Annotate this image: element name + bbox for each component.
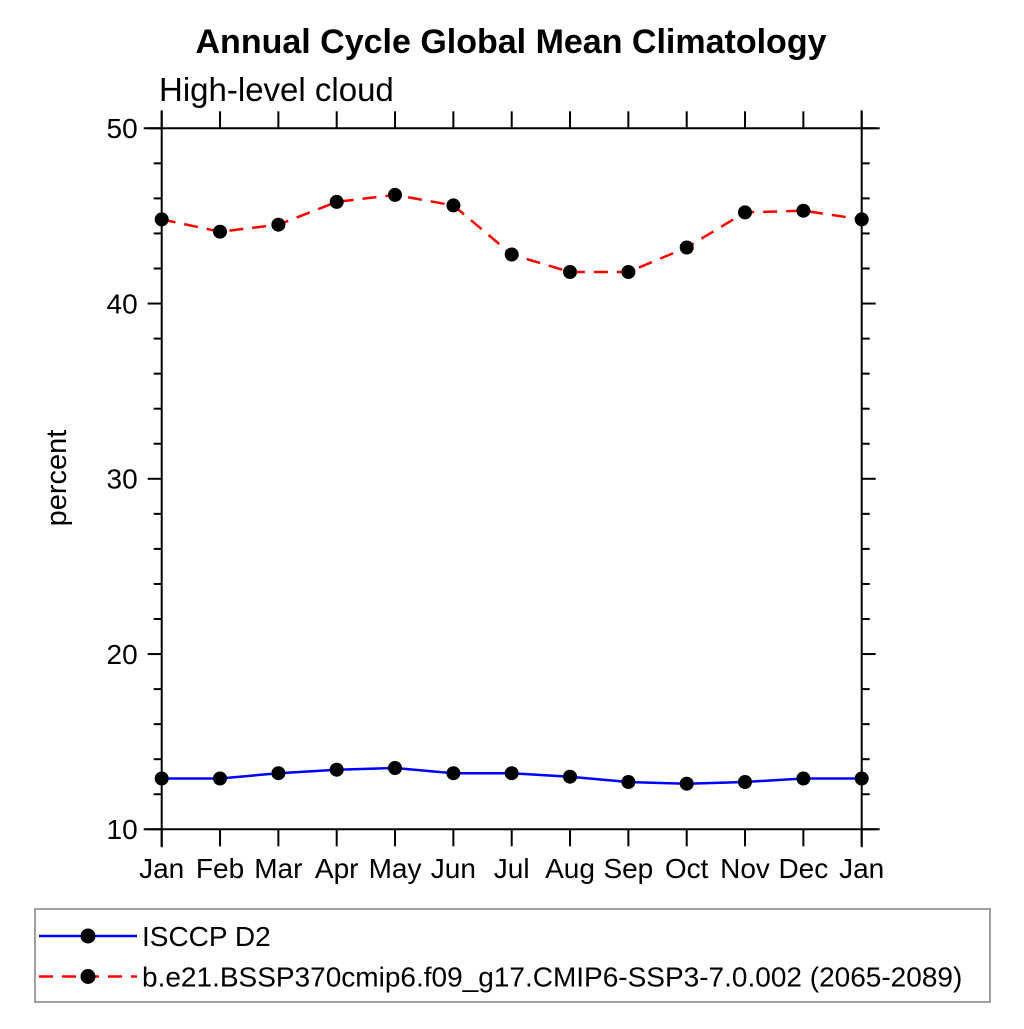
y-axis-label: percent [41, 430, 73, 527]
series-1-marker [388, 187, 402, 202]
series-1-marker [621, 265, 636, 279]
series-0-marker [621, 775, 636, 789]
x-tick-label: Dec [778, 853, 828, 884]
y-tick-label: 20 [107, 639, 138, 670]
series-0-marker [388, 761, 402, 775]
x-tick-label: Feb [196, 853, 244, 884]
y-tick-label: 50 [107, 113, 138, 144]
series-0-marker [563, 769, 577, 784]
x-tick-label: Mar [254, 853, 302, 884]
x-tick-label: Jun [431, 853, 476, 884]
series-1-marker [796, 203, 811, 218]
series-0-marker [738, 775, 752, 789]
series-0-marker [213, 771, 227, 786]
x-tick-label: Apr [315, 853, 359, 884]
chart-title: Annual Cycle Global Mean Climatology [196, 23, 827, 61]
legend-label-1: b.e21.BSSP370cmip6.f09_g17.CMIP6-SSP3-7.… [142, 961, 962, 992]
chart-subtitle: High-level cloud [159, 71, 394, 108]
series-0-marker [796, 771, 811, 786]
series-1-marker [854, 212, 869, 227]
legend-box [34, 908, 991, 1003]
legend: ISCCP D2 b.e21.BSSP370cmip6.f09_g17.CMIP6… [34, 908, 991, 1003]
series-0-marker [446, 766, 461, 781]
series-1-marker [738, 205, 752, 220]
plot-series [154, 187, 869, 791]
series-1-marker [271, 217, 286, 232]
x-tick-label: Sep [603, 853, 653, 884]
legend-label-0: ISCCP D2 [142, 921, 271, 952]
series-1-marker [504, 247, 519, 262]
x-tick-label: Jan [139, 853, 184, 884]
series-0-marker [329, 762, 344, 777]
y-tick-label: 30 [107, 464, 138, 495]
x-tick-label: May [369, 853, 422, 884]
series-0-marker [154, 771, 169, 786]
x-tick-label: Aug [545, 853, 595, 884]
x-tick-label: Jan [839, 853, 884, 884]
series-1-marker [446, 198, 461, 213]
legend-sample-marker-1 [80, 969, 96, 984]
y-tick-label: 40 [107, 288, 138, 319]
plot-axes: 10 20 30 40 50 Jan Feb Mar Apr May Jun Jul Aug Sep Oct… [107, 110, 884, 884]
x-tick-label: Nov [720, 853, 770, 884]
series-1-marker [563, 265, 577, 279]
series-0-marker [271, 766, 286, 781]
series-1-marker [213, 224, 227, 239]
x-tick-label: Jul [494, 853, 530, 884]
x-tick-label: Oct [665, 853, 709, 884]
y-tick-label: 10 [107, 814, 138, 845]
series-0-marker [679, 776, 694, 791]
series-0-marker [854, 771, 869, 786]
legend-sample-marker-0 [80, 928, 96, 944]
series-1-marker [679, 240, 694, 255]
series-0-marker [504, 766, 519, 781]
series-1-marker [154, 212, 169, 227]
series-1-marker [329, 194, 344, 209]
